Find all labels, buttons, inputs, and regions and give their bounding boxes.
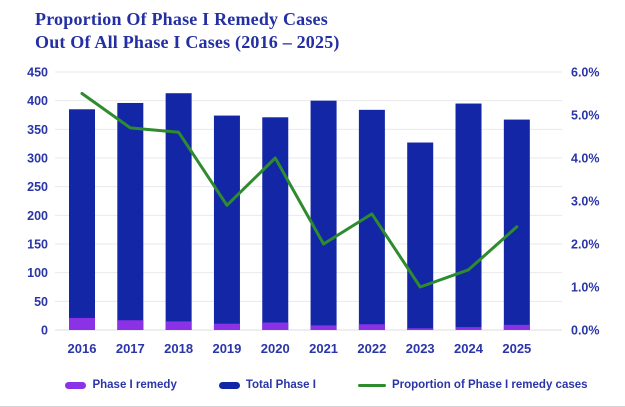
chart-legend: Phase I remedy Total Phase I Proportion …	[0, 374, 625, 396]
x-axis-label: 2022	[357, 341, 386, 356]
left-axis-tick: 250	[27, 180, 48, 194]
legend-label: Total Phase I	[245, 379, 316, 391]
chart-title: Proportion Of Phase I Remedy Cases Out O…	[35, 8, 340, 55]
legend-label: Proportion of Phase I remedy cases	[391, 379, 588, 391]
total-phase-i-bar	[117, 102, 144, 331]
chart-title-line2: Out Of All Phase I Cases (2016 – 2025)	[35, 32, 340, 53]
total-phase-i-bar	[455, 103, 482, 331]
remedy-swatch-icon	[65, 381, 87, 389]
left-axis-tick: 400	[27, 94, 48, 108]
phase-i-remedy-bar	[69, 317, 95, 330]
phase-i-remedy-bar	[503, 324, 530, 330]
legend-item-phase-i-remedy: Phase I remedy	[65, 379, 177, 391]
total-swatch-icon	[218, 381, 240, 389]
right-axis-tick: 1.0%	[571, 281, 600, 295]
x-axis-label: 2018	[164, 341, 193, 356]
total-phase-i-bar	[262, 117, 289, 330]
total-phase-i-bar	[407, 142, 434, 330]
total-phase-i-bar	[165, 93, 192, 330]
phase-i-remedy-bar	[262, 322, 289, 330]
total-phase-i-bar	[213, 115, 240, 330]
total-phase-i-bar	[503, 119, 530, 330]
x-axis-label: 2023	[406, 341, 435, 356]
phase-i-remedy-bar	[213, 323, 240, 330]
left-axis-tick: 150	[27, 238, 48, 252]
left-axis-tick: 200	[27, 209, 48, 223]
left-axis-tick: 100	[27, 266, 48, 280]
right-axis-tick: 3.0%	[571, 195, 600, 209]
right-axis-tick: 5.0%	[571, 109, 600, 123]
left-axis-tick: 450	[27, 66, 48, 80]
phase-i-remedy-bar	[165, 321, 192, 330]
phase-i-remedy-bar	[455, 327, 482, 330]
x-axis-label: 2024	[454, 341, 484, 356]
right-axis-tick: 0.0%	[571, 324, 600, 338]
phase-i-remedy-bar	[407, 328, 434, 330]
phase-i-remedy-bar	[310, 325, 337, 330]
right-axis-tick: 4.0%	[571, 152, 600, 166]
left-axis-tick: 300	[27, 152, 48, 166]
line-swatch-icon	[357, 383, 386, 387]
total-phase-i-bar	[69, 109, 95, 330]
x-axis-label: 2025	[502, 341, 531, 356]
chart-canvas: 450 400 350 300 250 200 150 100 50 0 6.0% 5.0% 4.0% 3…	[27, 66, 600, 357]
left-axis-tick: 50	[34, 295, 48, 309]
phase-i-remedy-bar	[358, 324, 385, 330]
left-axis-tick: 350	[27, 123, 48, 137]
x-axis-label: 2019	[212, 341, 241, 356]
left-axis-tick: 0	[41, 324, 48, 338]
legend-item-total-phase-i: Total Phase I	[218, 379, 316, 391]
legend-label: Phase I remedy	[92, 379, 177, 391]
x-axis-label: 2021	[309, 341, 338, 356]
x-axis-label: 2020	[261, 341, 290, 356]
x-axis-label: 2017	[116, 341, 145, 356]
right-axis-tick: 2.0%	[571, 238, 600, 252]
total-phase-i-bar	[310, 100, 337, 330]
phase-i-remedy-bar	[117, 320, 144, 330]
proportion-line	[80, 92, 519, 289]
legend-item-proportion-line: Proportion of Phase I remedy cases	[357, 379, 588, 391]
chart-title-line1: Proportion Of Phase I Remedy Cases	[35, 9, 328, 29]
x-axis-label: 2016	[68, 341, 97, 356]
right-axis-tick: 6.0%	[571, 66, 600, 80]
